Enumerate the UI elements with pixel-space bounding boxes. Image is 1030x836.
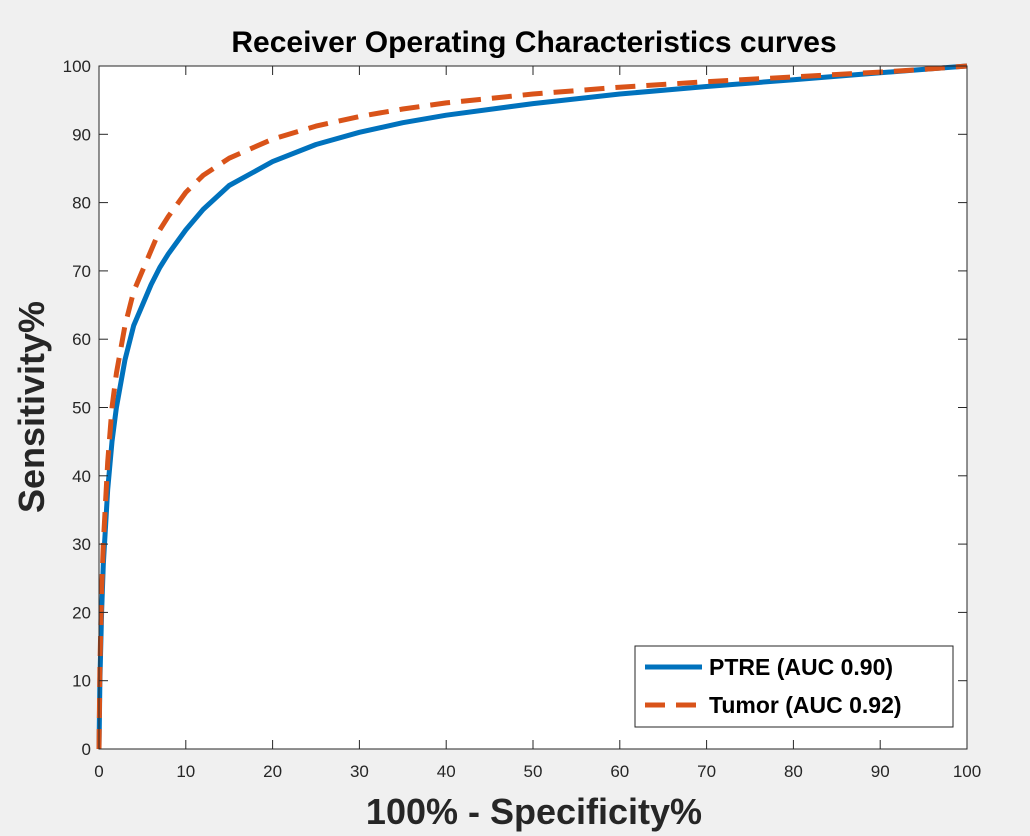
chart-title: Receiver Operating Characteristics curve… (231, 26, 836, 59)
x-tick-label: 30 (350, 762, 369, 781)
y-tick-label: 90 (72, 125, 91, 144)
y-axis-title: Sensitivity% (11, 301, 52, 513)
legend-box (634, 645, 954, 728)
legend: PTRE (AUC 0.90) Tumor (AUC 0.92) (634, 645, 954, 728)
legend-label-2: Tumor (AUC 0.92) (709, 692, 902, 718)
y-tick-label: 50 (72, 399, 91, 418)
y-tick-label: 40 (72, 467, 91, 486)
x-tick-label: 50 (524, 762, 543, 781)
chart-marks (96, 63, 968, 750)
x-tick-label: 100 (953, 762, 981, 781)
x-tick-label: 20 (263, 762, 282, 781)
legend-label-1: PTRE (AUC 0.90) (709, 654, 893, 680)
y-tick-label: 100 (63, 57, 91, 76)
x-tick-label: 70 (697, 762, 716, 781)
y-tick-label: 70 (72, 262, 91, 281)
y-tick-label: 30 (72, 535, 91, 554)
y-tick-label: 0 (82, 740, 91, 759)
x-tick-label: 10 (176, 762, 195, 781)
x-tick-label: 80 (784, 762, 803, 781)
y-tick-label: 80 (72, 194, 91, 213)
axis-ticks: 0 10 20 30 40 50 60 70 80 90 100 0 10 20 30 40 50 60 70 80 9… (63, 57, 982, 781)
y-tick-label: 10 (72, 672, 91, 691)
x-axis-title: 100% - Specificity% (366, 791, 702, 832)
x-tick-label: 0 (94, 762, 103, 781)
y-tick-label: 20 (72, 603, 91, 622)
y-tick-label: 60 (72, 330, 91, 349)
x-tick-label: 40 (437, 762, 456, 781)
x-tick-label: 90 (871, 762, 890, 781)
x-tick-label: 60 (610, 762, 629, 781)
series-line-2 (96, 63, 968, 750)
